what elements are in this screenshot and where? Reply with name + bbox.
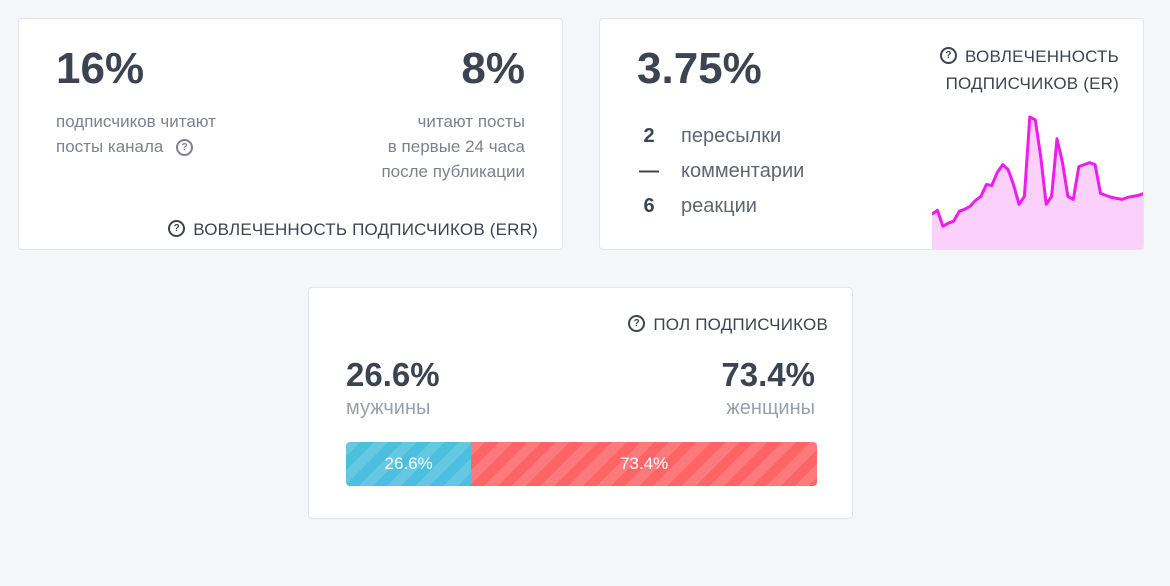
- read-24h-desc-line: после публикации: [381, 162, 525, 181]
- stat-row-forwards: 2 пересылки: [637, 119, 804, 154]
- reactions-count: 6: [643, 195, 655, 217]
- er-card: 3.75% ? ВОВЛЕЧЕННОСТЬ ПОДПИСЧИКОВ (ER) 2 …: [599, 18, 1144, 250]
- gender-title-text: ПОЛ ПОДПИСЧИКОВ: [653, 315, 828, 334]
- err-section-title: ? ВОВЛЕЧЕННОСТЬ ПОДПИСЧИКОВ (ERR): [168, 216, 538, 243]
- comments-count: —: [639, 160, 659, 182]
- question-circle-icon[interactable]: ?: [168, 220, 186, 238]
- female-percent: 73.4%: [721, 356, 815, 393]
- male-segment-label: 26.6%: [384, 454, 433, 473]
- forwards-label: пересылки: [681, 125, 782, 147]
- female-label: женщины: [726, 397, 815, 419]
- read-24h-desc-line: читают посты: [417, 112, 525, 131]
- male-percent: 26.6%: [346, 356, 440, 393]
- female-segment-label: 73.4%: [620, 454, 669, 473]
- gender-card: ? ПОЛ ПОДПИСЧИКОВ 26.6% 73.4% мужчины жен…: [308, 287, 853, 519]
- er-title-text: ПОДПИСЧИКОВ (ER): [945, 74, 1119, 93]
- forwards-count: 2: [643, 125, 655, 147]
- er-sparkline: [932, 115, 1143, 249]
- er-title-text: ВОВЛЕЧЕННОСТЬ: [965, 47, 1119, 66]
- read-rate-description: подписчиков читают посты канала ?: [56, 109, 286, 159]
- gender-ratio-bar: 26.6% 73.4%: [346, 442, 817, 486]
- comments-label: комментарии: [681, 160, 805, 182]
- read-24h-description: читают посты в первые 24 часа после публ…: [285, 109, 525, 184]
- read-rate-desc-line: посты канала: [56, 137, 164, 156]
- question-circle-icon[interactable]: ?: [628, 315, 646, 333]
- female-segment: 73.4%: [471, 442, 817, 486]
- gender-section-title: ? ПОЛ ПОДПИСЧИКОВ: [628, 311, 828, 338]
- reactions-label: реакции: [681, 195, 757, 217]
- stat-row-reactions: 6 реакции: [637, 189, 804, 224]
- err-card: 16% 8% подписчиков читают посты канала ?…: [18, 18, 563, 250]
- question-circle-icon[interactable]: ?: [940, 47, 958, 65]
- err-title-text: ВОВЛЕЧЕННОСТЬ ПОДПИСЧИКОВ (ERR): [193, 220, 538, 239]
- read-rate-desc-line: подписчиков читают: [56, 112, 216, 131]
- read-rate-value: 16%: [56, 44, 145, 93]
- sparkline-line: [932, 115, 1143, 228]
- er-section-title: ? ВОВЛЕЧЕННОСТЬ ПОДПИСЧИКОВ (ER): [899, 43, 1119, 97]
- male-segment: 26.6%: [346, 442, 472, 486]
- er-value: 3.75%: [637, 44, 762, 93]
- read-24h-value: 8%: [461, 44, 525, 93]
- er-stats-list: 2 пересылки — комментарии 6 реакции: [637, 119, 804, 224]
- question-circle-icon[interactable]: ?: [176, 139, 194, 157]
- male-label: мужчины: [346, 397, 431, 419]
- sparkline-area: [932, 117, 1143, 249]
- stat-row-comments: — комментарии: [637, 154, 804, 189]
- read-24h-desc-line: в первые 24 часа: [387, 137, 525, 156]
